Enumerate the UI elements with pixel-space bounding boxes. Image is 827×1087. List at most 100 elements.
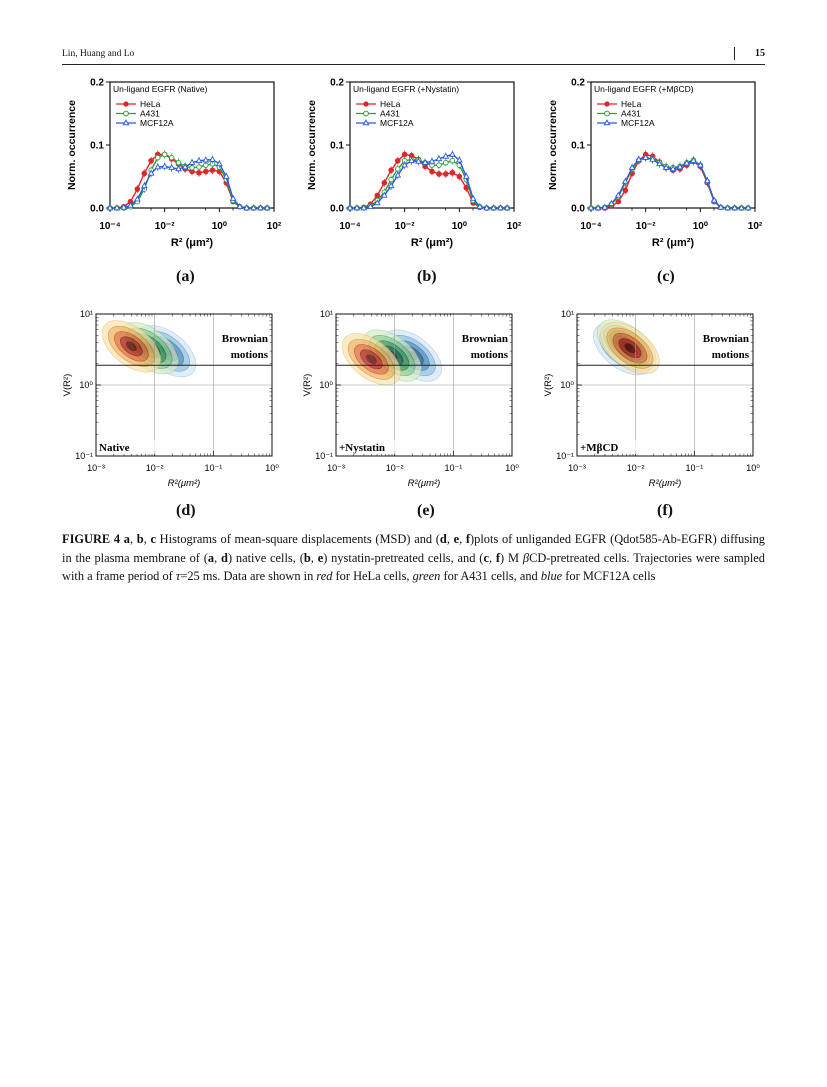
caption-fragment: e	[453, 532, 460, 546]
data-point-mcf12a	[662, 163, 670, 170]
y-tick-label: 10⁻¹	[75, 451, 93, 461]
annotation-condition: +Nystatin	[339, 442, 385, 454]
x-tick-label: 10⁻²	[395, 221, 415, 232]
density-panel-e: 10⁻³ 10⁻² 10⁻¹ 10⁰ 10⁻¹ 10⁰ 10¹ V(R²) R²(μm²) Bro…	[302, 309, 519, 489]
data-point-a431	[168, 154, 175, 161]
data-point-mcf12a	[442, 152, 450, 159]
annotation-brownian: Brownian	[462, 333, 508, 345]
annotation-backdrop	[214, 330, 270, 364]
data-point-hela	[615, 198, 622, 205]
header-rule	[62, 64, 765, 65]
caption-fragment: for HeLa cells,	[332, 569, 413, 583]
data-point-mcf12a	[449, 150, 456, 157]
data-point-mcf12a	[731, 204, 739, 211]
caption-fragment: CD-pretreated cells. Trajectories were s…	[62, 550, 766, 584]
data-point-mcf12a	[263, 204, 271, 211]
x-tick-label: 10⁻⁴	[580, 221, 601, 232]
data-point-mcf12a	[154, 163, 162, 170]
x-tick-label: 10⁻⁴	[99, 221, 120, 232]
data-point-hela	[394, 157, 401, 164]
y-tick-label: 10⁻¹	[556, 451, 574, 461]
data-point-hela	[203, 168, 209, 175]
x-axis-label: R² (μm²)	[411, 237, 454, 249]
legend-marker	[603, 119, 611, 126]
y-axis-label: Norm. occurrence	[306, 100, 318, 190]
data-point-mcf12a	[394, 171, 402, 178]
caption-fragment: blue	[540, 569, 563, 583]
y-tick-label: 0.0	[330, 204, 344, 215]
data-point-mcf12a	[628, 163, 636, 170]
header-divider	[734, 47, 735, 60]
caption-fragment: ) native cells, (	[227, 550, 304, 565]
data-point-mcf12a	[503, 204, 511, 211]
caption-fragment: )plots of unliganded EGFR (Qdot585-Ab-EG…	[62, 532, 765, 565]
data-point-mcf12a	[120, 203, 128, 210]
data-point-mcf12a	[353, 204, 361, 211]
x-tick-label: 10⁻²	[155, 221, 175, 232]
x-axis-label: R²(μm²)	[408, 478, 441, 489]
data-point-a431	[443, 159, 449, 166]
data-point-hela	[449, 169, 456, 176]
x-tick-label: 10⁰	[452, 221, 467, 232]
annotation-brownian: Brownian	[703, 333, 749, 345]
data-point-mcf12a	[367, 203, 374, 209]
data-point-mcf12a	[346, 204, 354, 211]
legend-marker	[604, 101, 610, 107]
x-tick-label: 10⁻³	[327, 463, 345, 473]
caption-fragment: for A431 cells, and	[440, 569, 541, 583]
density-contour	[125, 341, 137, 352]
annotation-brownian: Brownian	[222, 333, 268, 345]
data-point-a431	[388, 176, 394, 183]
data-point-mcf12a	[428, 157, 436, 164]
legend-marker	[122, 119, 130, 126]
data-point-hela	[429, 168, 435, 175]
data-point-mcf12a	[717, 203, 725, 210]
data-point-mcf12a	[587, 204, 595, 211]
data-point-a431	[395, 166, 401, 172]
caption-fragment: green	[412, 569, 441, 583]
annotation-condition: +MβCD	[580, 442, 618, 454]
data-point-mcf12a	[181, 163, 189, 170]
data-point-mcf12a	[408, 157, 416, 163]
page-number: 15	[755, 48, 765, 59]
data-point-mcf12a	[642, 153, 650, 160]
histogram-panel-c: 0.0 0.1 0.2 10⁻⁴ 10⁻² 10⁰ 10² Norm. occurrence R…	[547, 78, 763, 250]
panel-label-b: (b)	[417, 268, 437, 285]
data-point-mcf12a	[601, 203, 609, 210]
y-tick-label: 0.2	[330, 78, 344, 89]
data-point-a431	[161, 151, 168, 158]
data-point-hela	[388, 167, 394, 173]
y-tick-label: 10¹	[320, 309, 333, 319]
data-point-hela	[443, 171, 449, 177]
caption-fragment: a	[123, 532, 130, 546]
data-point-hela	[436, 171, 442, 177]
caption-fragment: d	[221, 550, 228, 565]
x-tick-label: 10⁻²	[146, 463, 164, 473]
data-point-mcf12a	[669, 165, 677, 172]
x-tick-label: 10⁻²	[627, 463, 645, 473]
data-point-mcf12a	[621, 177, 629, 184]
data-point-mcf12a	[415, 157, 422, 164]
legend-label-hela: HeLa	[140, 99, 161, 109]
y-tick-label: 10⁰	[79, 380, 93, 390]
caption-fragment: e	[317, 550, 324, 565]
caption-fragment: ,	[129, 532, 137, 546]
y-tick-label: 0.1	[90, 141, 104, 152]
data-point-hela	[209, 167, 216, 173]
chart-title: Un-ligand EGFR (+MβCD)	[594, 84, 694, 94]
data-point-hela	[374, 192, 381, 199]
data-point-mcf12a	[656, 160, 663, 167]
data-point-mcf12a	[594, 204, 602, 211]
page-header: Lin, Huang and Lo 15	[62, 47, 765, 65]
x-tick-label: 10⁻³	[568, 463, 586, 473]
caption-fragment: ,	[310, 550, 318, 565]
caption-fragment: f	[465, 532, 471, 546]
x-tick-label: 10⁰	[693, 221, 708, 232]
y-axis-label: V(R²)	[62, 374, 73, 397]
y-tick-label: 0.1	[571, 141, 585, 152]
x-tick-label: 10²	[507, 221, 522, 232]
data-point-mcf12a	[744, 204, 752, 211]
density-panel-f: 10⁻³ 10⁻² 10⁻¹ 10⁰ 10⁻¹ 10⁰ 10¹ V(R²) R²(μm²) Bro…	[543, 309, 760, 489]
data-point-mcf12a	[608, 199, 615, 206]
data-point-mcf12a	[127, 201, 134, 208]
